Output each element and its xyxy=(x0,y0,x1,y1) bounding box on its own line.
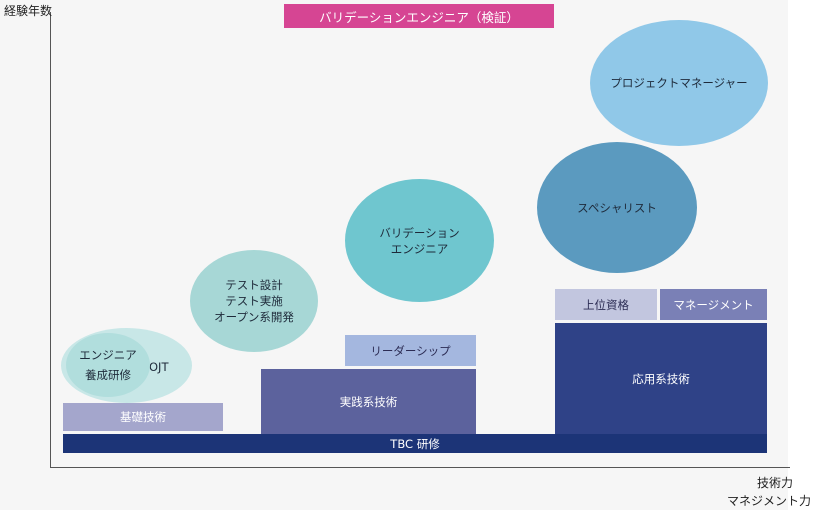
bar-practical-tech: 実践系技術 xyxy=(261,369,476,434)
diagram-title: バリデーションエンジニア（検証） xyxy=(284,4,554,28)
x-axis xyxy=(50,467,790,468)
x-axis-label-management: マネジメント力 xyxy=(727,494,812,508)
engineer-training-line1: エンジニア xyxy=(79,348,137,362)
ellipse-specialist: スペシャリスト xyxy=(537,142,697,273)
bar-management: マネージメント xyxy=(660,289,767,320)
bar-basic-tech: 基礎技術 xyxy=(63,403,223,431)
validation-line2: エンジニア xyxy=(390,241,449,256)
bar-tbc-training: TBC 研修 xyxy=(63,434,767,453)
bar-advanced-certification: 上位資格 xyxy=(555,289,657,320)
bar-applied-tech: 応用系技術 xyxy=(555,323,767,434)
ellipse-validation-engineer: バリデーション エンジニア xyxy=(345,179,494,302)
engineer-training-line2: 養成研修 xyxy=(85,368,131,382)
ellipse-test-design: テスト設計 テスト実施 オープン系開発 xyxy=(190,250,318,352)
bar-leadership: リーダーシップ xyxy=(345,335,476,366)
test-line2: テスト実施 xyxy=(225,294,283,308)
validation-line1: バリデーション xyxy=(379,225,460,240)
ellipse-engineer-training: エンジニア 養成研修 xyxy=(66,333,150,397)
ojt-label: OJT xyxy=(149,360,169,374)
test-line1: テスト設計 xyxy=(225,278,283,292)
y-axis-label: 経験年数 xyxy=(4,4,53,18)
y-axis xyxy=(50,12,51,468)
ellipse-project-manager: プロジェクトマネージャー xyxy=(590,20,768,146)
test-line3: オープン系開発 xyxy=(214,310,294,324)
x-axis-label-skill: 技術力 xyxy=(757,476,794,490)
